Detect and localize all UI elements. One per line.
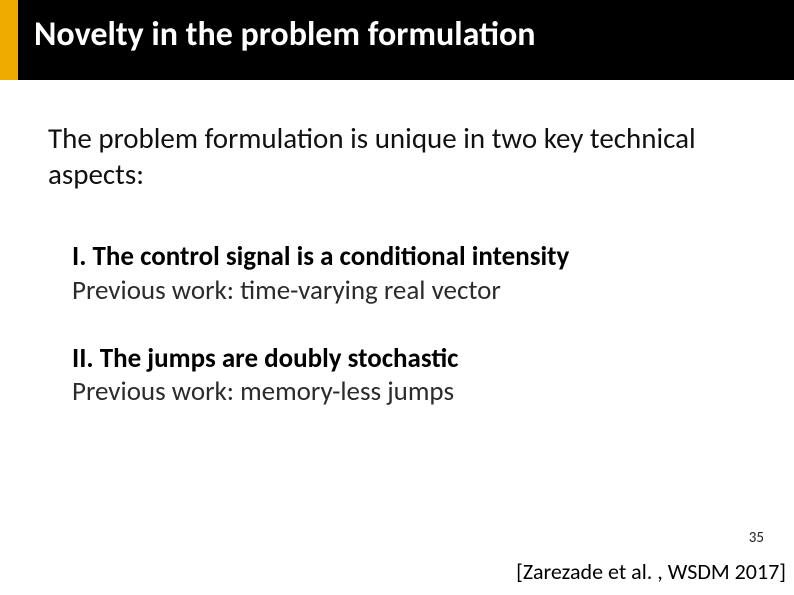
slide-number: 35 xyxy=(749,529,764,547)
intro-text: The problem formulation is unique in two… xyxy=(48,120,748,193)
slide-title: Novelty in the problem formulation xyxy=(34,14,536,55)
point-2: II. The jumps are doubly stochastic Prev… xyxy=(72,342,732,410)
slide: Novelty in the problem formulation The p… xyxy=(0,0,794,595)
point-1-prev: Previous work: time-varying real vector xyxy=(72,274,732,308)
point-2-prev: Previous work: memory-less jumps xyxy=(72,375,732,409)
point-2-heading: II. The jumps are doubly stochastic xyxy=(72,342,732,376)
header-bar: Novelty in the problem formulation xyxy=(0,0,794,80)
points-block: I. The control signal is a conditional i… xyxy=(72,240,732,443)
point-1-heading: I. The control signal is a conditional i… xyxy=(72,240,732,274)
accent-bar xyxy=(0,0,18,80)
citation: [Zarezade et al. , WSDM 2017] xyxy=(516,558,786,585)
point-1: I. The control signal is a conditional i… xyxy=(72,240,732,308)
